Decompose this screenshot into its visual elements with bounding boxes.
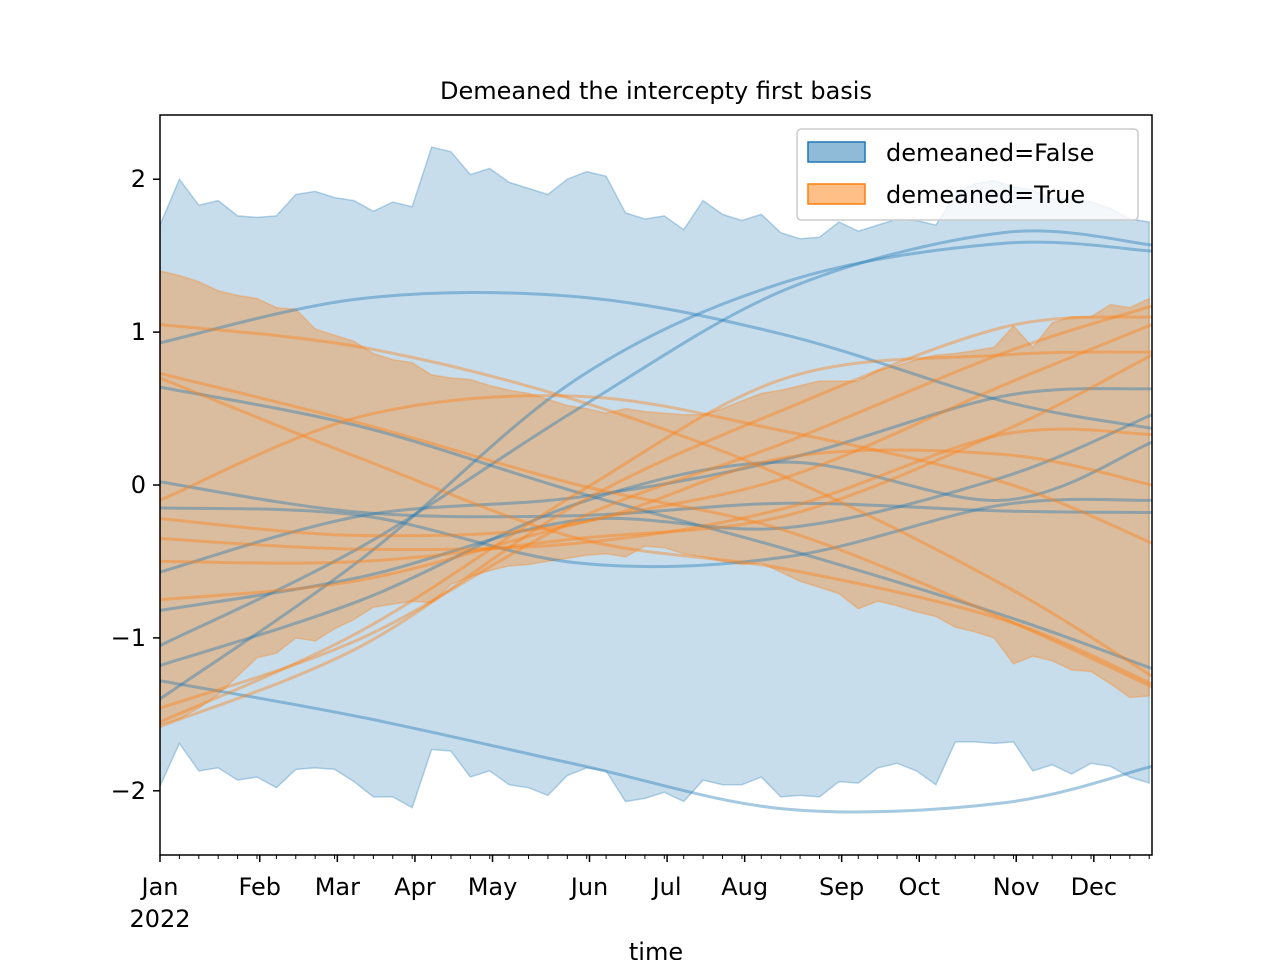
sample-line-false-2 bbox=[160, 679, 1152, 814]
series-lines bbox=[160, 229, 1152, 814]
x-tick-label: Jan bbox=[140, 873, 179, 901]
x-tick-label: Mar bbox=[315, 873, 360, 901]
sample-line-false-8 bbox=[160, 387, 1152, 574]
y-tick-label: −1 bbox=[111, 624, 146, 652]
sample-line-false-5 bbox=[160, 229, 1152, 647]
x-tick-label: Jun bbox=[569, 873, 609, 901]
x-axis-label: time bbox=[629, 938, 683, 960]
sample-line-true-1 bbox=[160, 323, 1152, 678]
sample-line-true-3 bbox=[160, 376, 1152, 686]
sample-line-true-10 bbox=[160, 315, 1152, 728]
sample-line-false-4 bbox=[160, 240, 1152, 701]
y-tick-label: 1 bbox=[131, 318, 146, 346]
sample-line-true-9 bbox=[160, 304, 1152, 710]
x-tick-label: May bbox=[468, 873, 518, 901]
x-tick-label: Dec bbox=[1071, 873, 1117, 901]
sample-line-true-6 bbox=[160, 427, 1152, 552]
sample-line-false-9 bbox=[160, 413, 1152, 612]
sample-line-true-2 bbox=[160, 371, 1152, 689]
band-demeaned-true bbox=[160, 270, 1150, 726]
y-tick-label: 2 bbox=[131, 165, 146, 193]
x-axis: Jan 2022 Feb Mar Apr May Jun Jul Aug Sep Oct Nov Dec bbox=[129, 855, 1150, 933]
band-demeaned-false bbox=[160, 146, 1150, 809]
legend-swatch bbox=[807, 141, 866, 163]
x-tick-label: Sep bbox=[819, 873, 864, 901]
legend-box bbox=[796, 128, 1139, 221]
x-tick-label: Oct bbox=[898, 873, 940, 901]
x-tick-label: Jul bbox=[651, 873, 682, 901]
sample-line-false-10 bbox=[160, 440, 1152, 667]
x-tick-sublabel: 2022 bbox=[129, 905, 190, 933]
sample-line-true-4 bbox=[160, 394, 1152, 545]
sample-line-true-7 bbox=[160, 353, 1152, 565]
legend: demeaned=False demeaned=True bbox=[796, 128, 1139, 221]
x-tick-label: Aug bbox=[721, 873, 768, 901]
chart-title: Demeaned the intercepty first basis bbox=[440, 77, 872, 105]
legend-swatch bbox=[807, 183, 866, 205]
x-tick-label: Feb bbox=[239, 873, 282, 901]
confidence-bands bbox=[160, 146, 1150, 809]
sample-line-false-7 bbox=[160, 480, 1152, 519]
x-tick-label: Apr bbox=[394, 873, 436, 901]
y-tick-label: 0 bbox=[131, 471, 146, 499]
sample-line-true-8 bbox=[160, 323, 1152, 602]
y-axis: −2 −1 0 1 2 bbox=[111, 165, 160, 805]
x-tick-label: Nov bbox=[993, 873, 1040, 901]
sample-line-false-1 bbox=[160, 291, 1152, 430]
legend-label: demeaned=False bbox=[886, 139, 1094, 167]
y-tick-label: −2 bbox=[111, 777, 146, 805]
sample-line-false-3 bbox=[160, 497, 1152, 569]
legend-label: demeaned=True bbox=[886, 181, 1085, 209]
sample-line-false-6 bbox=[160, 385, 1152, 670]
sample-line-true-5 bbox=[160, 448, 1152, 538]
sample-line-true-11 bbox=[160, 350, 1152, 724]
